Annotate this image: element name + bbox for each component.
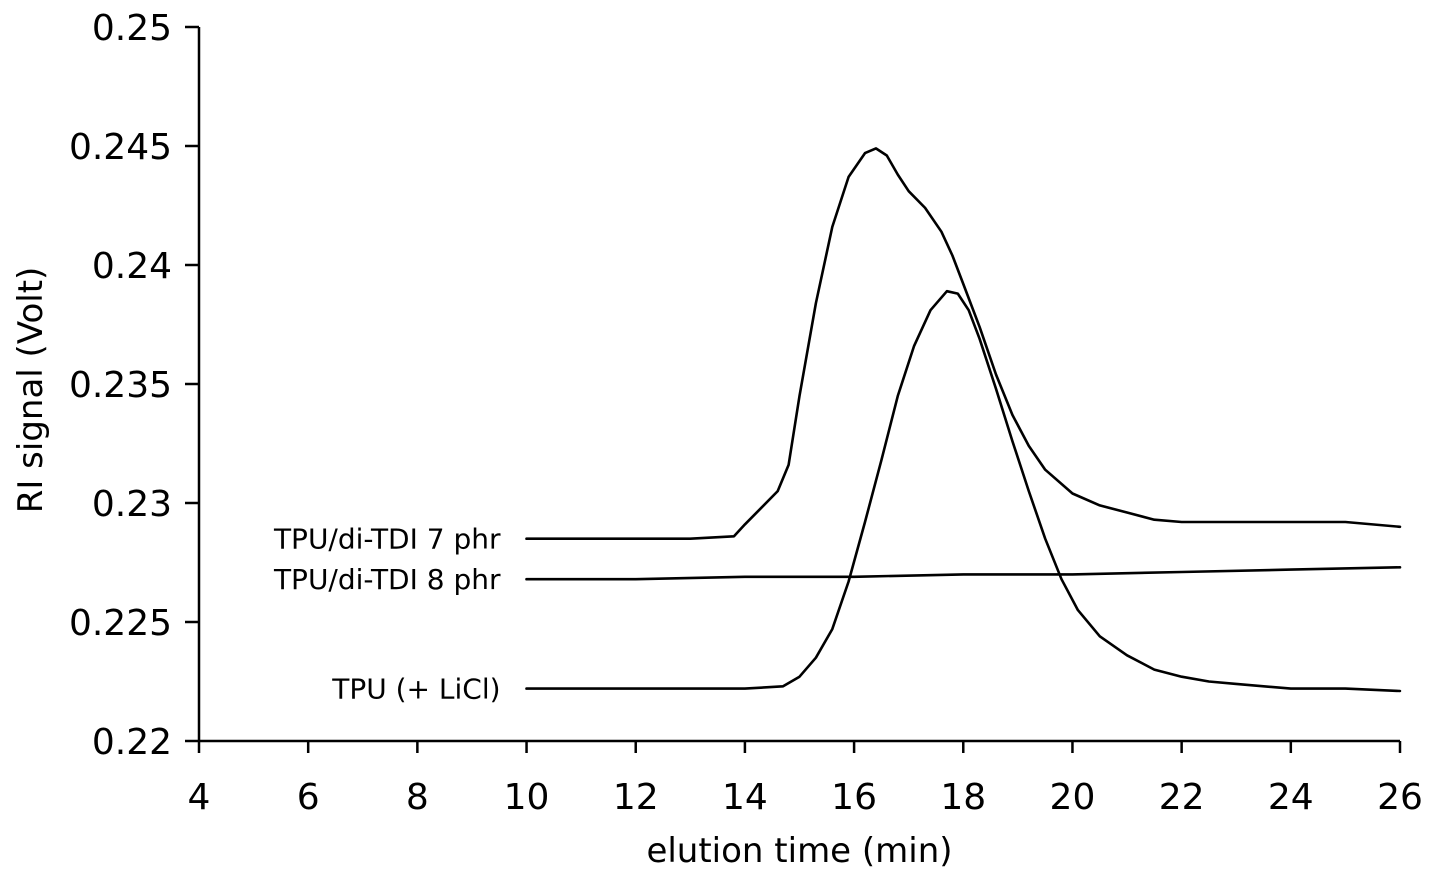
x-axis-title: elution time (min) [646, 831, 952, 871]
y-tick-label: 0.23 [92, 484, 172, 525]
x-tick-label: 24 [1268, 777, 1314, 818]
y-tick-label: 0.24 [92, 246, 172, 287]
series-label-tpu-licl: TPU (+ LiCl) [331, 673, 500, 706]
y-tick-label: 0.22 [92, 722, 172, 763]
x-tick-label: 6 [297, 777, 320, 818]
y-axis-title: RI signal (Volt) [11, 267, 51, 514]
x-tick-label: 22 [1159, 777, 1205, 818]
y-tick-label: 0.235 [69, 365, 172, 406]
series-lines [525, 147, 1402, 693]
x-tick-label: 16 [831, 777, 877, 818]
series-label-tpu-di-tdi-8-phr: TPU/di-TDI 8 phr [273, 563, 501, 596]
x-tick-label: 4 [188, 777, 211, 818]
x-tick-label: 12 [613, 777, 659, 818]
series-labels: TPU/di-TDI 7 phr TPU/di-TDI 8 phr TPU (+ L… [273, 523, 501, 706]
y-tick-label: 0.245 [69, 127, 172, 168]
x-tick-label: 14 [722, 777, 768, 818]
x-tick-label: 18 [940, 777, 986, 818]
series-line-tpu-licl [525, 289, 1402, 693]
series-label-tpu-di-tdi-7-phr: TPU/di-TDI 7 phr [273, 523, 501, 556]
x-tick-label: 20 [1050, 777, 1096, 818]
y-tick-label: 0.225 [69, 603, 172, 644]
series-line-tpu-di-tdi-7-phr [525, 147, 1402, 541]
series-line-tpu-di-tdi-8-phr [525, 565, 1402, 581]
x-tick-label: 26 [1377, 777, 1423, 818]
x-tick-label: 10 [504, 777, 550, 818]
y-tick-label: 0.25 [92, 8, 172, 49]
x-tick-label: 8 [406, 777, 429, 818]
axes [197, 27, 1400, 743]
ticks: 4 6 8 10 12 14 16 18 20 22 24 26 0.22 0.225 0.23 0.235 0… [69, 8, 1423, 818]
